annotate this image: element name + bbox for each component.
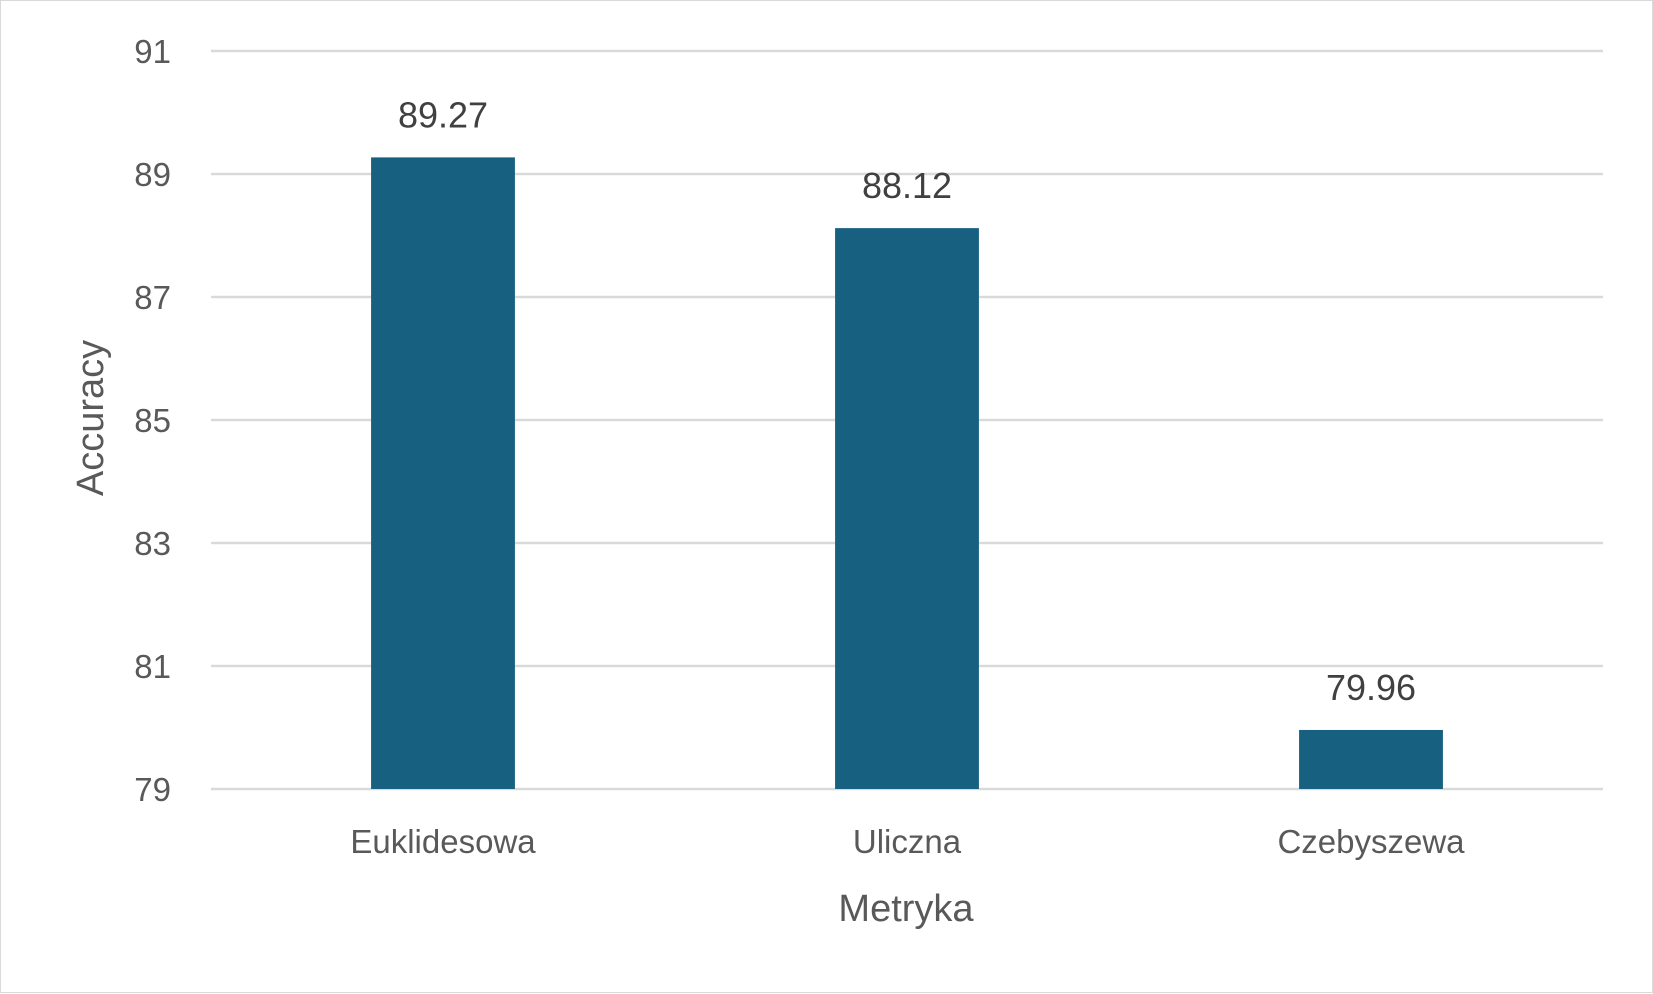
y-tick-label: 89	[134, 156, 171, 193]
x-tick-label: Uliczna	[853, 823, 962, 860]
x-tick-label: Czebyszewa	[1277, 823, 1465, 860]
y-axis-title: Accuracy	[70, 340, 112, 496]
y-tick-label: 87	[134, 279, 171, 316]
y-tick-label: 83	[134, 525, 171, 562]
x-axis-tick-labels: Euklidesowa Uliczna Czebyszewa	[350, 823, 1465, 860]
bars	[371, 157, 1443, 789]
data-label: 79.96	[1326, 667, 1416, 708]
y-tick-label: 79	[134, 771, 171, 808]
y-axis-tick-labels: 79 81 83 85 87 89 91	[134, 33, 171, 808]
y-tick-label: 91	[134, 33, 171, 70]
data-label: 89.27	[398, 94, 488, 135]
bar-uliczna	[835, 228, 979, 789]
bar-czebyszewa	[1299, 729, 1443, 789]
x-axis-title: Metryka	[838, 888, 974, 930]
bar-euklidesowa	[371, 157, 515, 789]
data-labels: 89.27 88.12 79.96	[398, 94, 1416, 708]
x-tick-label: Euklidesowa	[350, 823, 536, 860]
data-label: 88.12	[862, 165, 952, 206]
y-tick-label: 81	[134, 648, 171, 685]
y-tick-label: 85	[134, 402, 171, 439]
